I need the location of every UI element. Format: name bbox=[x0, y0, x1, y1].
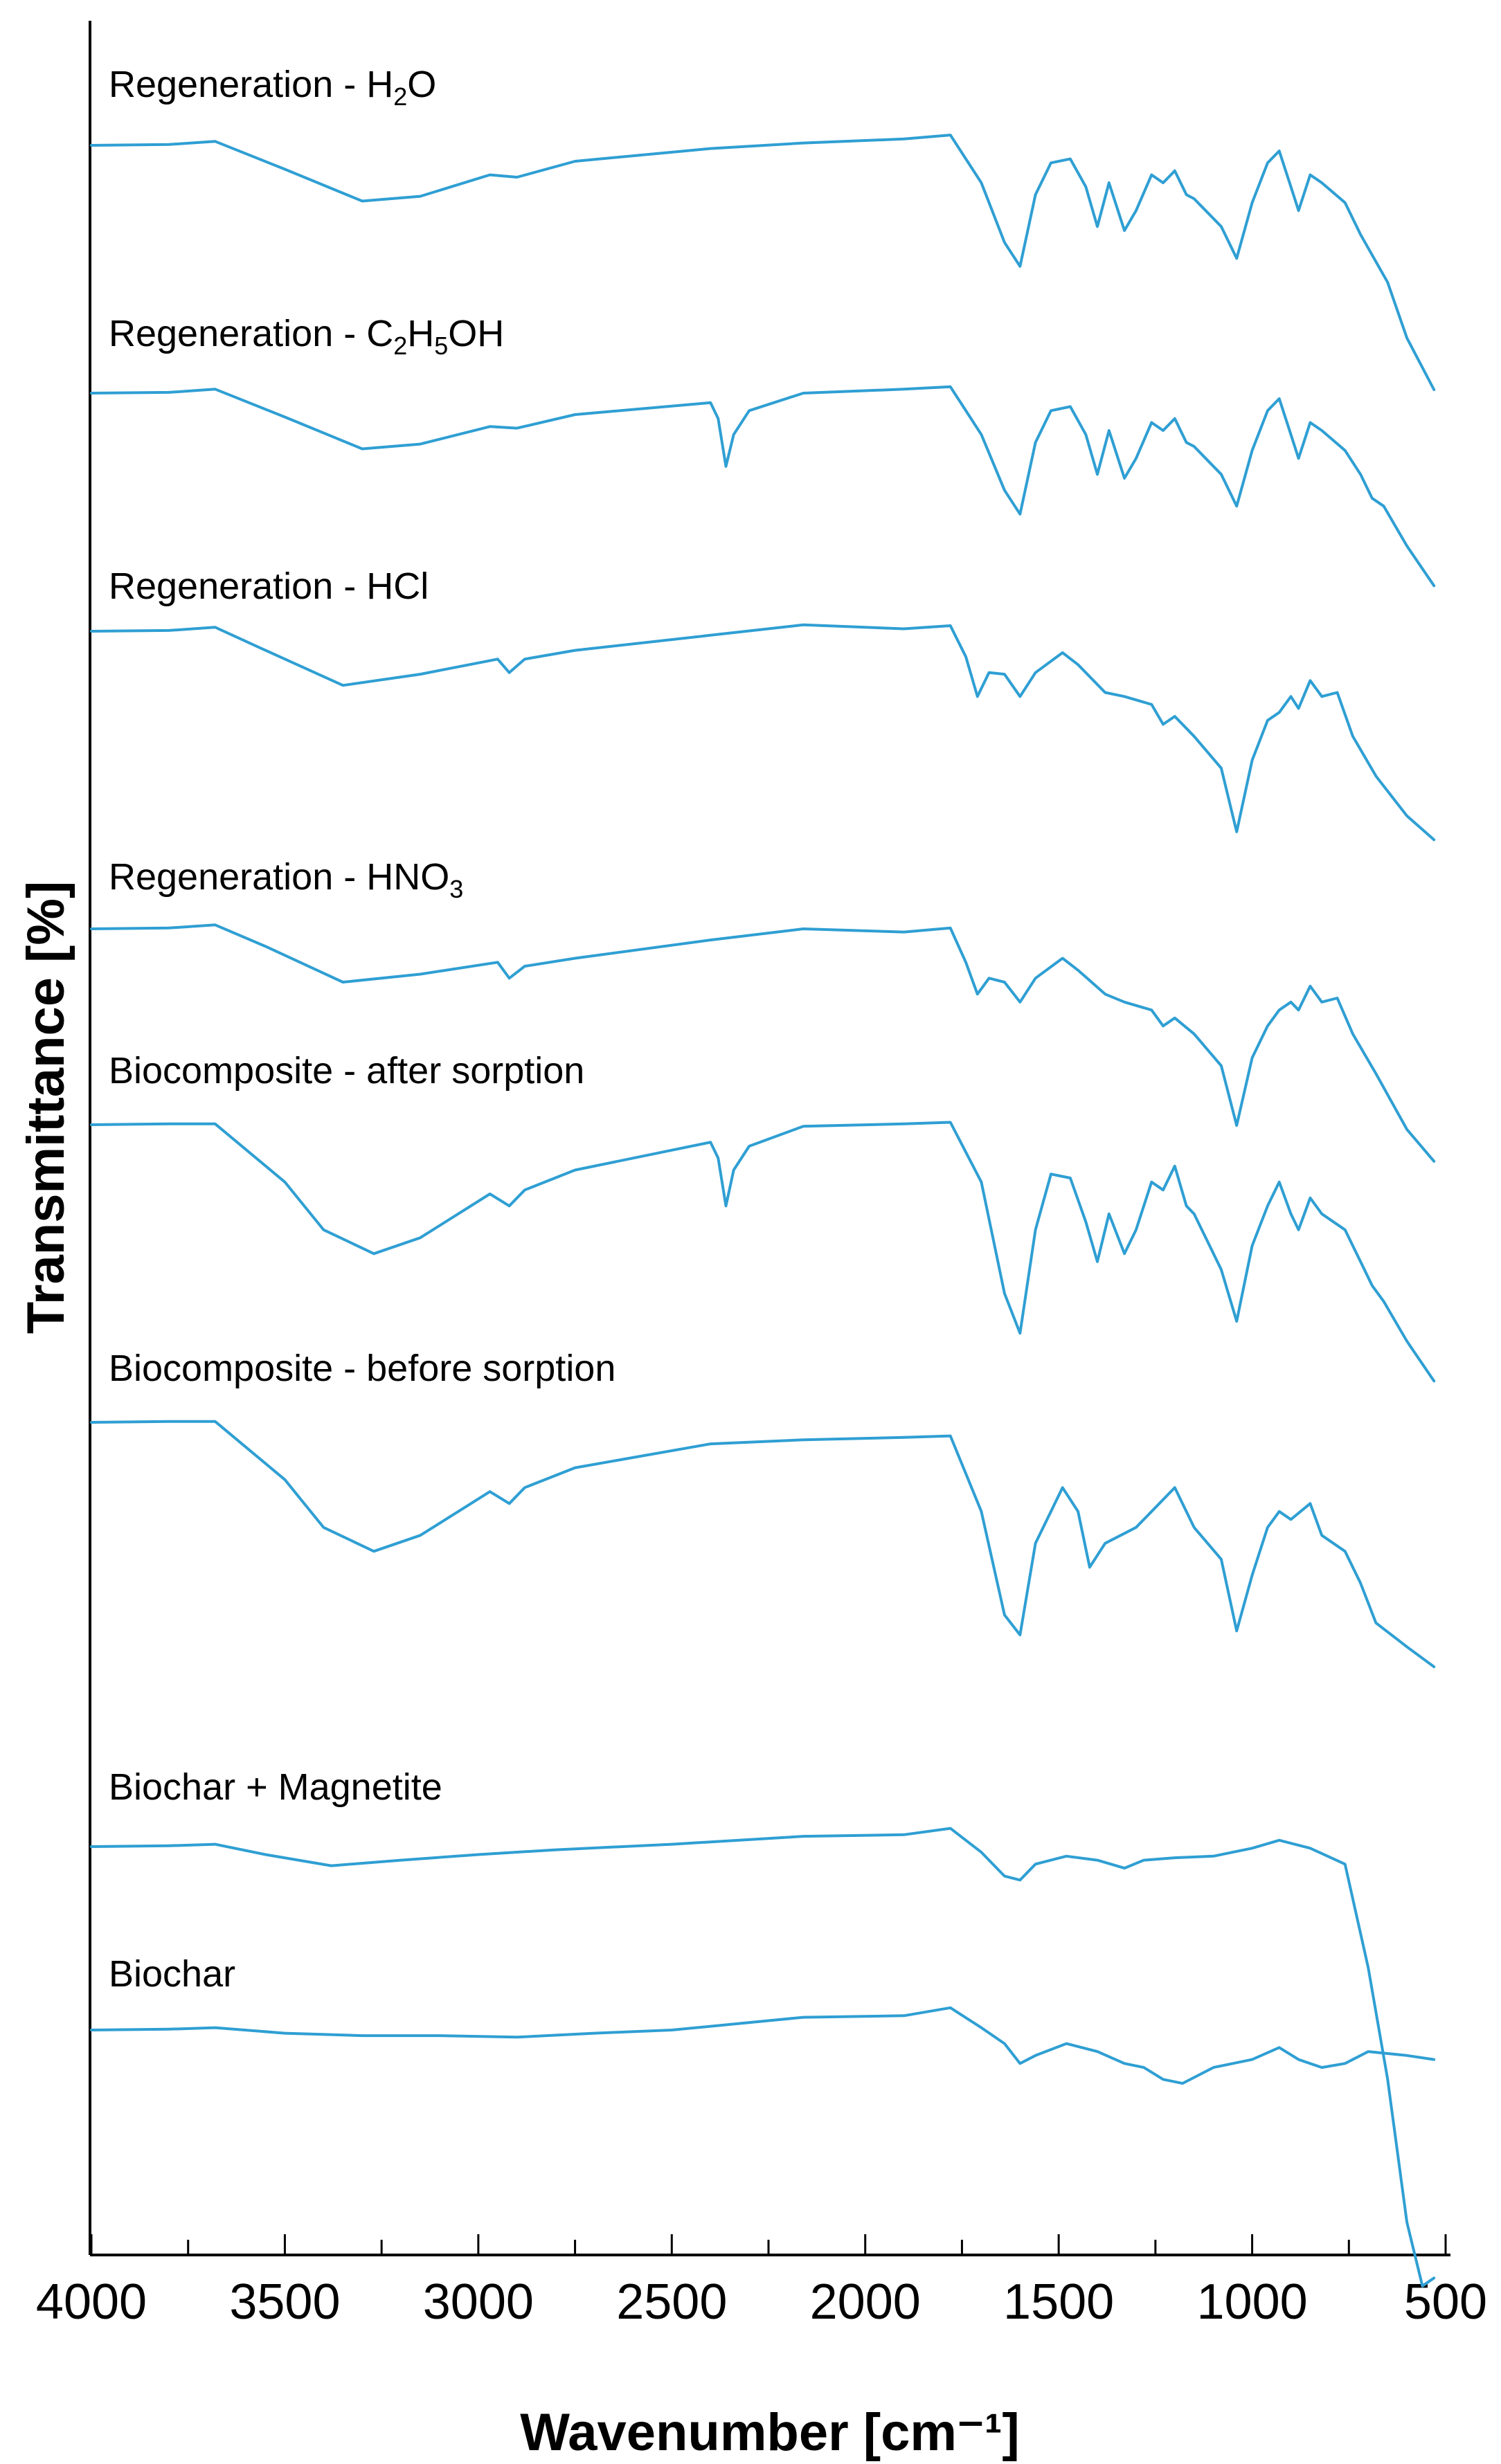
spectrum-line bbox=[90, 1420, 1436, 1669]
series-label: Regeneration - H2O bbox=[109, 64, 436, 111]
x-tick-label: 2500 bbox=[616, 2274, 727, 2330]
spectrum-line bbox=[90, 134, 1436, 391]
y-axis-title: Transmittance [%] bbox=[17, 881, 75, 1334]
x-tick-label: 500 bbox=[1404, 2274, 1487, 2330]
x-tick-label: 3000 bbox=[423, 2274, 534, 2330]
x-axis-ticks: 4000 3500 3000 2500 2000 1500 1000 500 bbox=[36, 2234, 1487, 2330]
spectrum-line bbox=[90, 385, 1436, 588]
series-labels: Regeneration - H2O Regeneration - C2H5OH R… bbox=[109, 64, 615, 1995]
series-label: Regeneration - C2H5OH bbox=[109, 313, 504, 360]
x-tick-label: 4000 bbox=[36, 2274, 147, 2330]
series-label: Biochar bbox=[109, 1953, 235, 1995]
series-label: Biochar + Magnetite bbox=[109, 1766, 442, 1808]
series-label: Regeneration - HCl bbox=[109, 565, 429, 607]
x-tick-label: 1000 bbox=[1196, 2274, 1307, 2330]
spectrum-line bbox=[90, 623, 1436, 842]
series-group bbox=[90, 134, 1436, 2288]
spectrum-line bbox=[90, 923, 1436, 1163]
spectrum-line bbox=[90, 1121, 1436, 1383]
series-label: Biocomposite - before sorption bbox=[109, 1348, 615, 1389]
series-label: Regeneration - HNO3 bbox=[109, 856, 463, 903]
spectrum-line bbox=[90, 2006, 1436, 2085]
x-tick-label: 3500 bbox=[229, 2274, 340, 2330]
plot-area: 4000 3500 3000 2500 2000 1500 1000 500 Regenera… bbox=[36, 21, 1487, 2330]
x-axis-title: Wavenumber [cm⁻¹] bbox=[520, 2403, 1019, 2462]
spectrum-line bbox=[90, 1827, 1436, 2288]
x-tick-label: 2000 bbox=[810, 2274, 921, 2330]
series-label: Biocomposite - after sorption bbox=[109, 1050, 584, 1091]
x-tick-label: 1500 bbox=[1003, 2274, 1114, 2330]
